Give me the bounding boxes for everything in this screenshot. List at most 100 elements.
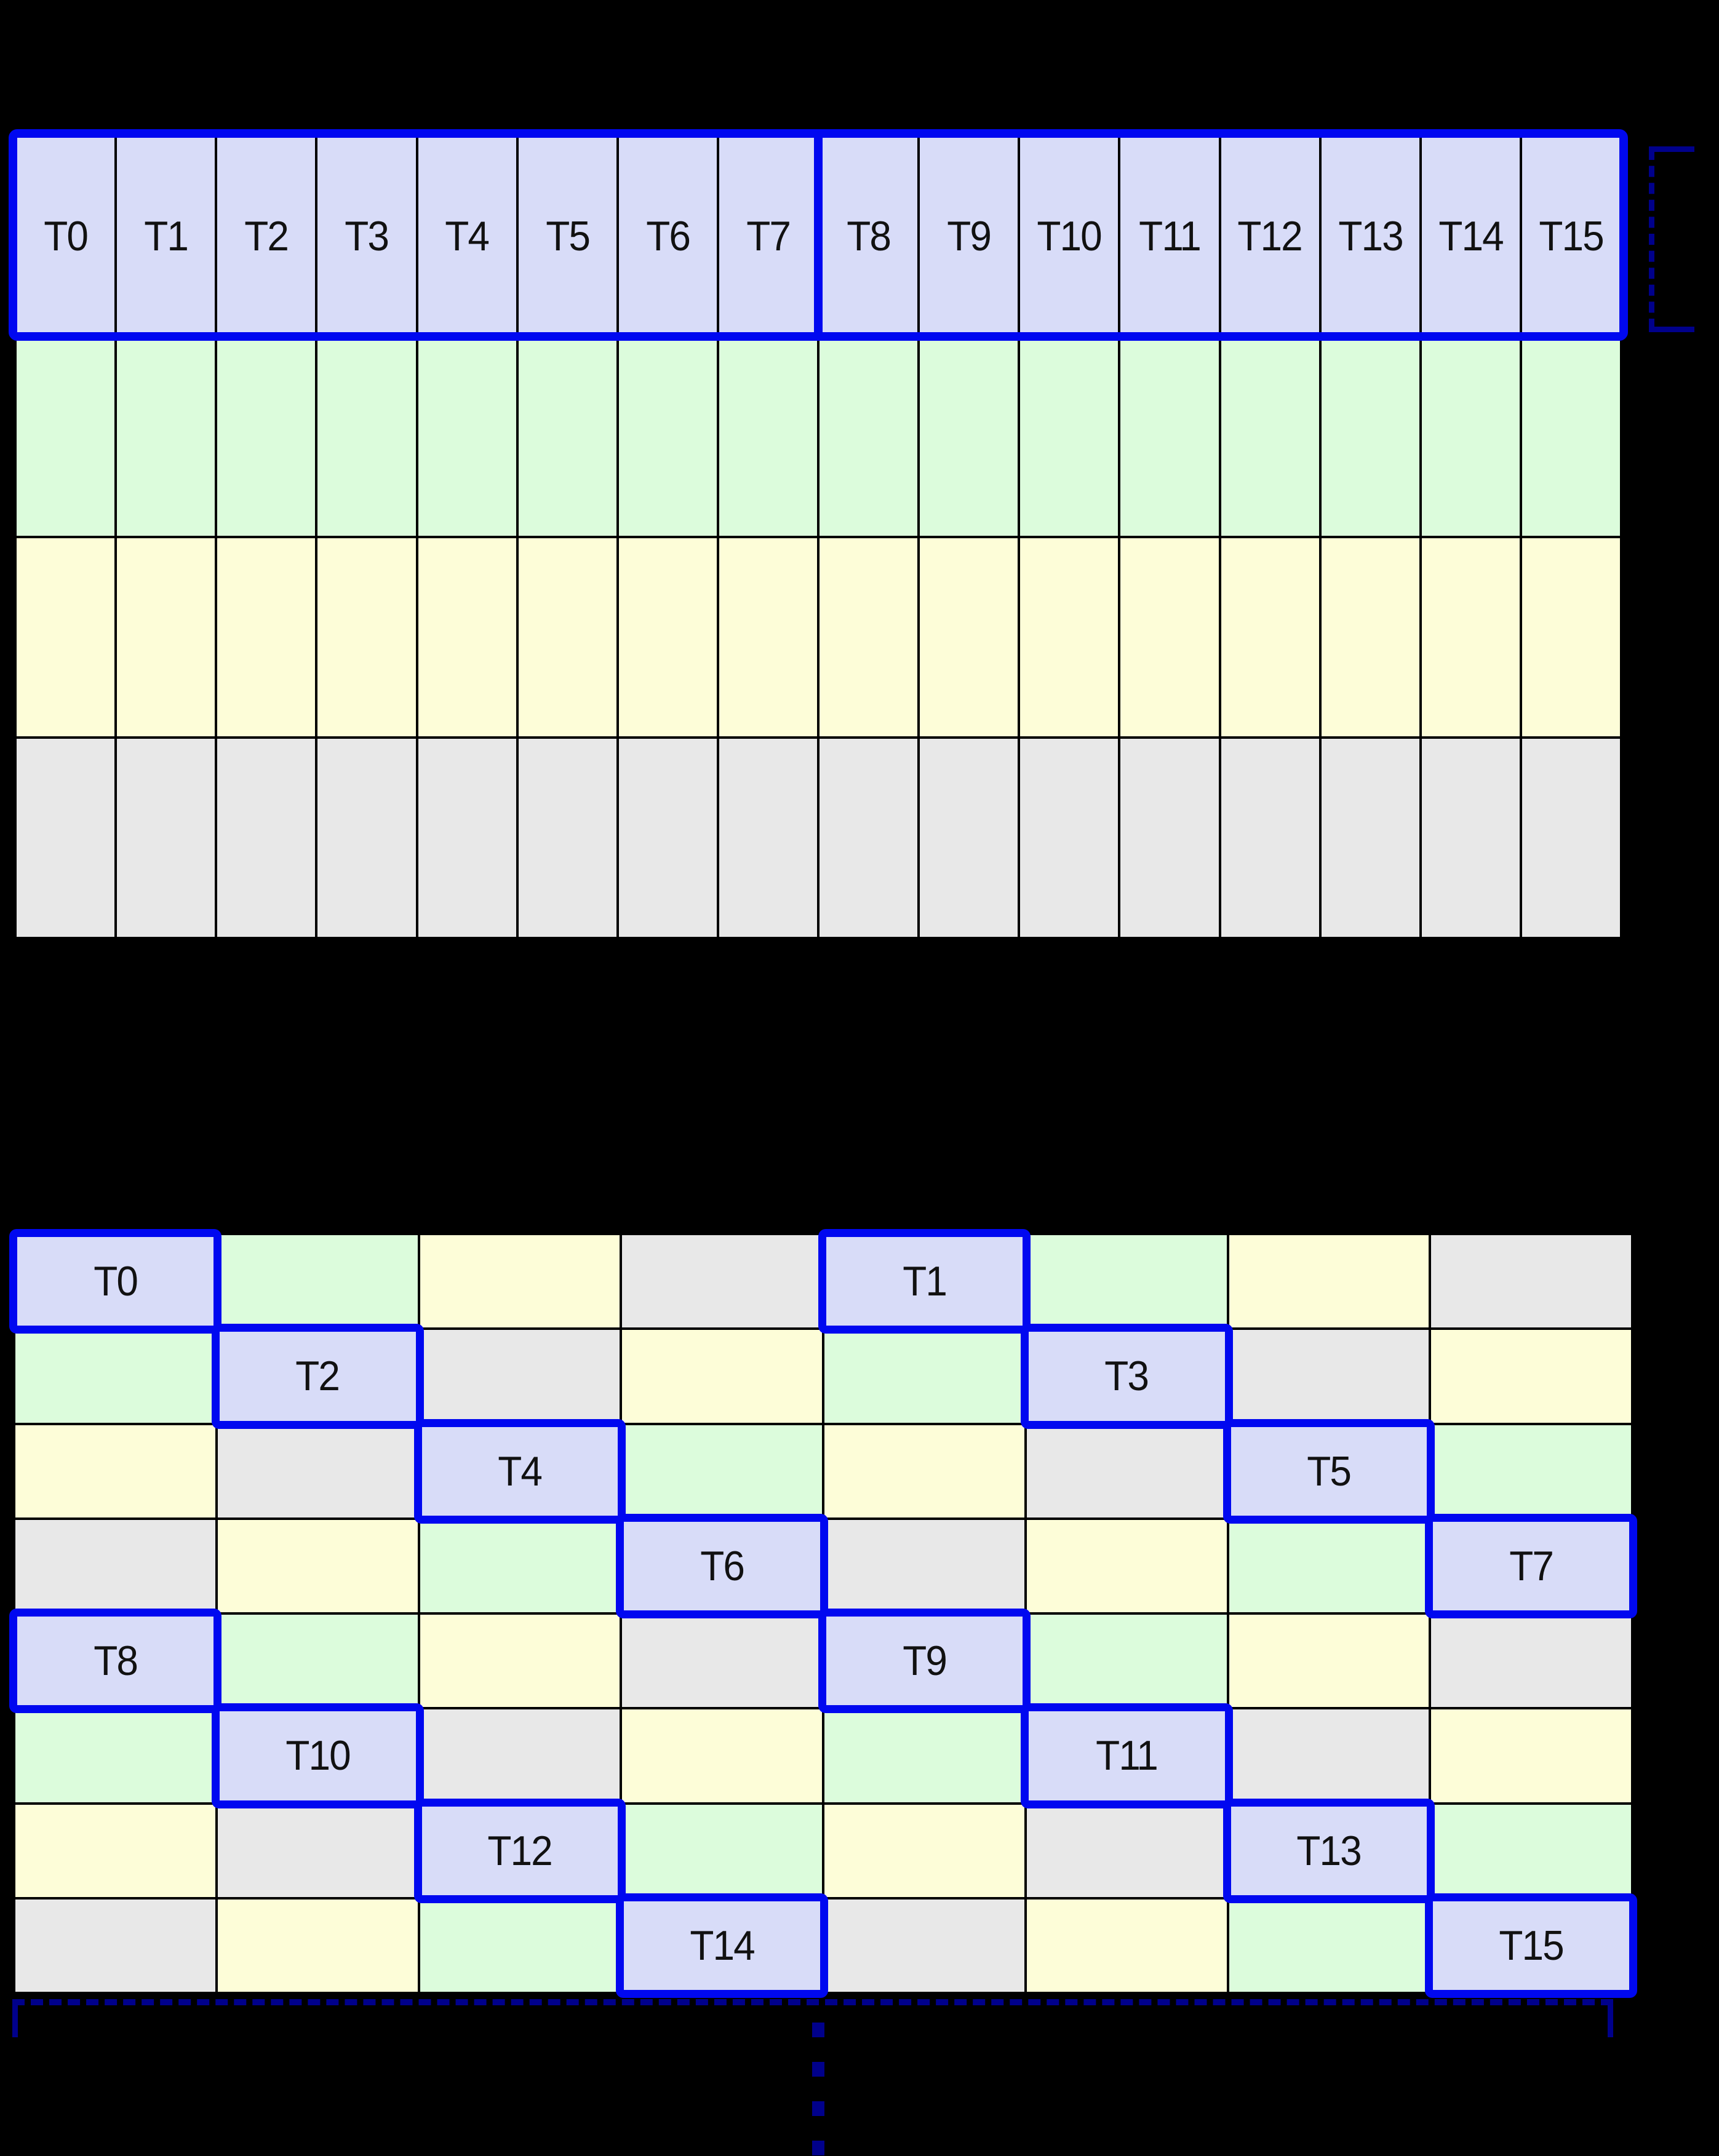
bank-grid-cell-r0-c2 (420, 1235, 620, 1328)
bank-grid-cell-r2-c0 (15, 1425, 215, 1518)
warp-grid-cell-r0-c0: T0 (17, 137, 115, 335)
bank-grid-cell-r3-c5 (1026, 1519, 1227, 1612)
thread-label: T4 (498, 1447, 543, 1495)
bank-grid-cell-r4-c7 (1431, 1615, 1631, 1708)
bank-grid-cell-r1-c5: T3 (1020, 1324, 1233, 1429)
bank-grid-cell-r5-c5: T11 (1020, 1703, 1233, 1808)
bank-grid-cell-r3-c7: T7 (1425, 1513, 1637, 1618)
thread-label: T14 (690, 1922, 755, 1969)
bank-grid-cell-r4-c3 (622, 1615, 822, 1708)
warp-grid-cell-r1-c12 (1221, 338, 1319, 536)
warp-grid-cell-r0-c13: T13 (1321, 137, 1419, 335)
warp-grid-cell-r2-c10 (1020, 538, 1119, 736)
bank-grid-cell-r2-c1 (217, 1425, 418, 1518)
bank-grid-cell-r0-c7 (1431, 1235, 1631, 1328)
thread-label: T10 (1037, 213, 1103, 260)
bank-grid-cell-r3-c2 (420, 1519, 620, 1612)
thread-label: T1 (902, 1258, 947, 1305)
bank-grid-cell-r3-c3: T6 (616, 1513, 828, 1618)
ellipsis-dash (812, 2141, 824, 2155)
thread-label: T0 (93, 1258, 138, 1305)
continuation-bracket (12, 1999, 1613, 2039)
warp-grid-cell-r1-c5 (518, 338, 616, 536)
warp-grid-cell-r2-c6 (618, 538, 717, 736)
bank-grid-cell-r4-c2 (420, 1615, 620, 1708)
warp-grid-cell-r2-c1 (117, 538, 215, 736)
bank-grid-cell-r5-c1: T10 (211, 1703, 424, 1808)
warp-grid: T0 T1 T2 T3 T4 T5 T6 T7 T8 T9 T10 T11 T12 T13 T14 T15 (9, 129, 1628, 940)
thread-label: T5 (1307, 1447, 1352, 1495)
thread-label: T9 (902, 1637, 947, 1685)
warp-grid-cell-r1-c7 (719, 338, 817, 536)
warp-grid-cell-r0-c1: T1 (117, 137, 215, 335)
warp-grid-cell-r2-c2 (217, 538, 316, 736)
thread-label: T3 (345, 213, 390, 260)
warp-grid-cell-r1-c1 (117, 338, 215, 536)
warp-grid-cell-r1-c13 (1321, 338, 1419, 536)
warp-grid-cell-r2-c0 (17, 538, 115, 736)
warp-grid-cell-r1-c3 (317, 338, 416, 536)
bank-grid-cell-r7-c0 (15, 1899, 215, 1992)
warp-grid-cell-r0-c5: T5 (518, 137, 616, 335)
bank-grid-cell-r6-c4 (824, 1804, 1024, 1897)
warp-grid-cell-r0-c14: T14 (1421, 137, 1520, 335)
thread-label: T11 (1139, 213, 1202, 260)
continuation-bracket-right-tick (1608, 2005, 1613, 2037)
bank-grid-cell-r5-c4 (824, 1709, 1024, 1802)
warp-grid-cell-r3-c15 (1522, 739, 1620, 937)
thread-label: T1 (144, 213, 189, 260)
warp-grid-cell-r2-c7 (719, 538, 817, 736)
bank-grid-cell-r0-c4: T1 (818, 1229, 1031, 1334)
bank-grid-cell-r5-c7 (1431, 1709, 1631, 1802)
bank-grid-cell-r2-c2: T4 (413, 1418, 626, 1524)
bank-grid-cell-r4-c5 (1026, 1615, 1227, 1708)
bank-grid-cell-r3-c4 (824, 1519, 1024, 1612)
warp-grid-cell-r1-c14 (1421, 338, 1520, 536)
bank-grid-cell-r7-c2 (420, 1899, 620, 1992)
bank-grid-cell-r4-c4: T9 (818, 1609, 1031, 1714)
warp-grid-cell-r3-c9 (920, 739, 1018, 937)
warp-grid-cell-r2-c8 (820, 538, 918, 736)
bank-grid-cell-r4-c6 (1229, 1615, 1429, 1708)
row-bracket-vertical-dashed-line (1649, 149, 1654, 330)
thread-label: T15 (1539, 213, 1604, 260)
ellipsis-dash (812, 2062, 824, 2077)
thread-label: T2 (295, 1353, 341, 1400)
thread-label: T7 (746, 213, 791, 260)
ellipsis-dash (812, 2023, 824, 2037)
continuation-bracket-left-tick (12, 2005, 18, 2037)
warp-grid-cell-r1-c10 (1020, 338, 1119, 536)
thread-label: T13 (1338, 213, 1403, 260)
warp-grid-cell-r3-c5 (518, 739, 616, 937)
bank-grid-cell-r6-c6: T13 (1222, 1798, 1435, 1903)
warp-grid-cell-r3-c11 (1120, 739, 1219, 937)
warp-grid-cell-r0-c6: T6 (618, 137, 717, 335)
warp-grid-cell-r3-c1 (117, 739, 215, 937)
bank-grid-cell-r0-c5 (1026, 1235, 1227, 1328)
warp-grid-cell-r1-c0 (17, 338, 115, 536)
row-bracket-top-dash (1649, 146, 1694, 152)
warp-grid-cell-r0-c3: T3 (317, 137, 416, 335)
warp-grid-cell-r3-c10 (1020, 739, 1119, 937)
thread-label: T9 (947, 213, 992, 260)
row-bracket (1649, 146, 1694, 332)
warp-grid-cell-r3-c14 (1421, 739, 1520, 937)
bank-grid-cell-r2-c7 (1431, 1425, 1631, 1518)
thread-label: T12 (1237, 213, 1303, 260)
thread-label: T13 (1296, 1827, 1362, 1874)
warp-grid-cell-r2-c13 (1321, 538, 1419, 736)
warp-grid-cell-r3-c4 (418, 739, 516, 937)
warp-grid-cell-r1-c8 (820, 338, 918, 536)
bank-grid-cell-r6-c3 (622, 1804, 822, 1897)
warp-grid-cell-r3-c8 (820, 739, 918, 937)
thread-label: T8 (847, 213, 891, 260)
bank-grid-cell-r3-c1 (217, 1519, 418, 1612)
warp-grid-cell-r0-c4: T4 (418, 137, 516, 335)
bank-grid-cell-r6-c7 (1431, 1804, 1631, 1897)
bank-grid-cell-r1-c7 (1431, 1330, 1631, 1423)
warp-grid-cell-r2-c9 (920, 538, 1018, 736)
bank-grid-cell-r7-c6 (1229, 1899, 1429, 1992)
warp-grid-cell-r1-c9 (920, 338, 1018, 536)
warp-grid-cell-r0-c8: T8 (820, 137, 918, 335)
